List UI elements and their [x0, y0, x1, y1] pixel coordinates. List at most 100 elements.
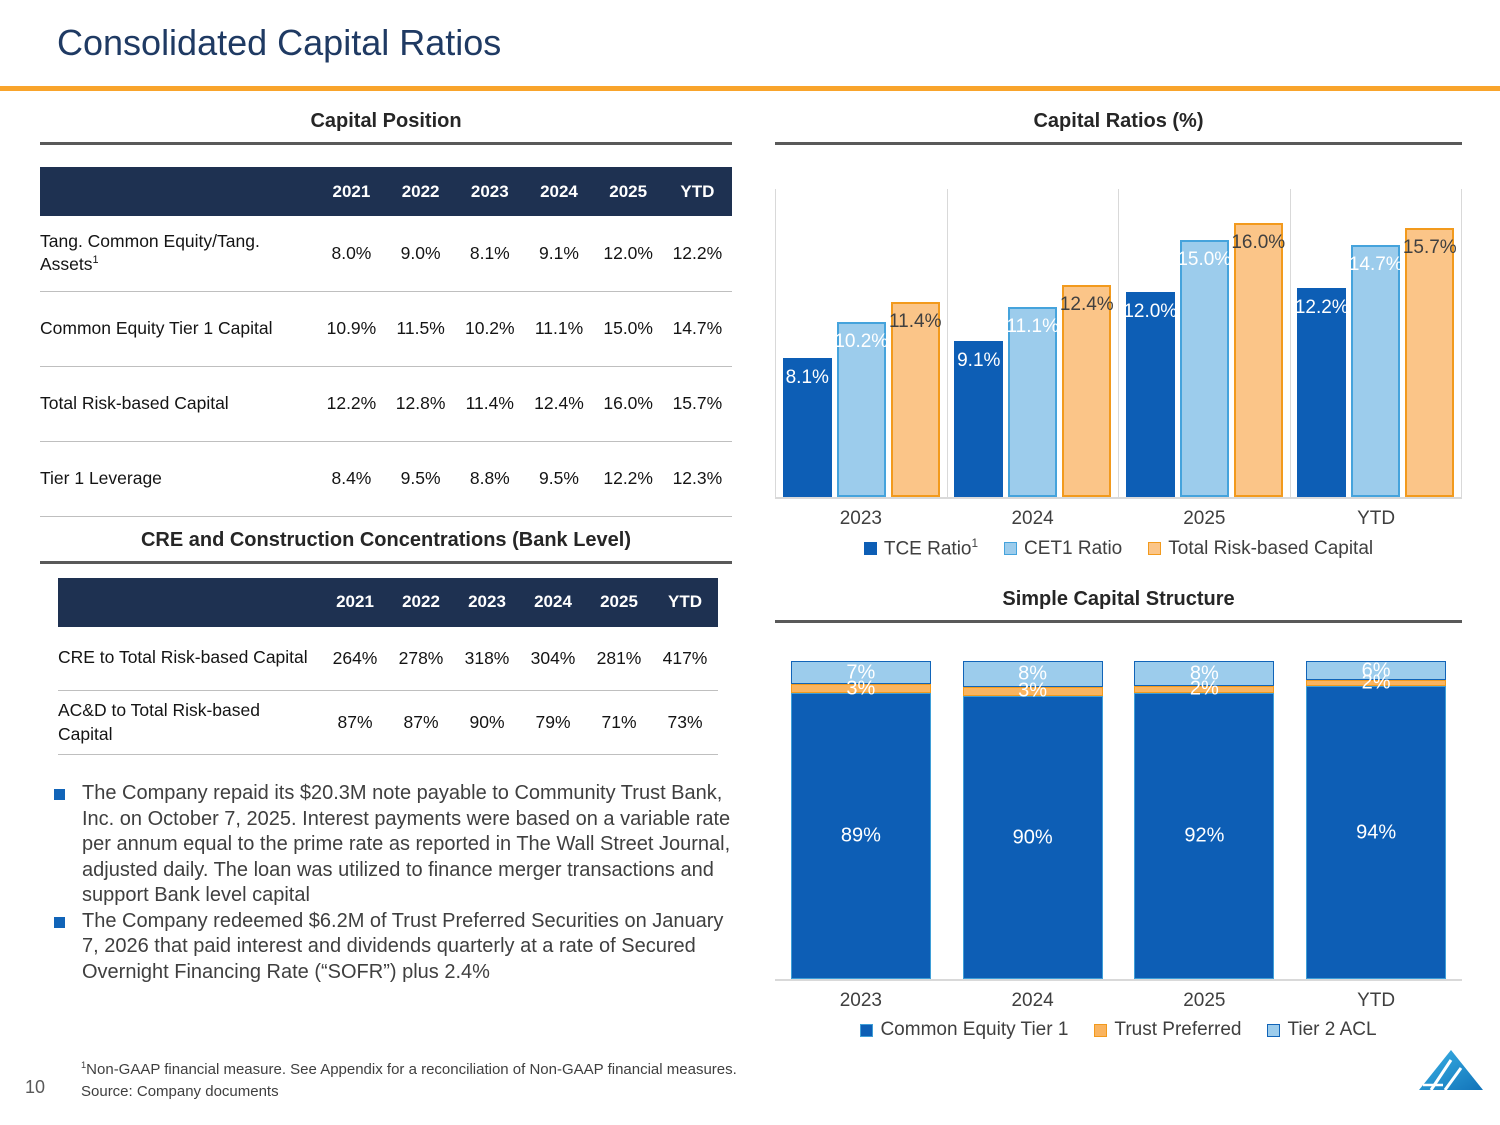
bar-segment: 92% — [1134, 692, 1275, 980]
table-row: Tang. Common Equity/Tang. Assets1 8.0% 9.0… — [40, 216, 732, 292]
bar-value-label: 15.7% — [1402, 237, 1457, 259]
x-axis-label: 2023 — [839, 990, 883, 1012]
table-row: CRE to Total Risk-based Capital 264% 278% 3… — [58, 626, 718, 691]
footnote-line: 1Non-GAAP financial measure. See Appendi… — [81, 1059, 737, 1081]
column-header: YTD — [652, 577, 718, 627]
column-header: 2024 — [520, 577, 586, 627]
column-header: 2024 — [524, 167, 594, 216]
bar-value-label: 12.4% — [1059, 293, 1114, 315]
capital-structure-chart-title: Simple Capital Structure — [1002, 588, 1235, 611]
value-cell: 12.2% — [593, 441, 663, 517]
bar-value-label: 15.0% — [1177, 249, 1232, 271]
capital-position-table: 2021 2022 2023 2024 2025 YTD Tang. Common Equi… — [40, 167, 732, 517]
stacked-bar: 7% 3% 89% — [790, 661, 931, 980]
value-cell: 417% — [652, 626, 718, 691]
column-header: 2022 — [386, 167, 456, 216]
bar: 15.0% — [1177, 240, 1232, 497]
x-axis-labels: 2023 2024 2025 YTD — [775, 990, 1462, 1012]
value-cell: 87% — [388, 690, 454, 755]
row-label: Total Risk-based Capital — [40, 366, 317, 442]
bar: 8.1% — [782, 358, 832, 497]
bullet-square-icon — [54, 789, 65, 800]
bar-value-label: 11.1% — [1006, 316, 1059, 338]
value-cell: 71% — [586, 690, 652, 755]
bar-segment: 3% — [962, 680, 1103, 702]
source-line: Source: Company documents — [81, 1082, 279, 1100]
column-header: 2023 — [455, 167, 525, 216]
value-cell: 14.7% — [662, 291, 732, 367]
legend-swatch-icon — [860, 1023, 874, 1037]
legend-item: Total Risk-based Capital — [1148, 538, 1373, 560]
bar-value-label: 12.0% — [1123, 300, 1178, 322]
column-header: 2025 — [586, 577, 652, 627]
accent-divider — [0, 86, 1500, 91]
segment-value-label: 3% — [1018, 679, 1048, 702]
chart-legend: Common Equity Tier 1 Trust Preferred Tier … — [775, 1019, 1462, 1041]
bar: 11.1% — [1006, 307, 1059, 497]
company-logo-icon — [1419, 1050, 1483, 1091]
x-axis-label: 2025 — [1183, 508, 1226, 529]
bullet-text: The Company repaid its $20.3M note payab… — [82, 782, 731, 906]
bar-segment: 90% — [962, 695, 1103, 980]
bar-value-label: 11.4% — [889, 310, 942, 332]
value-cell: 264% — [322, 626, 388, 691]
bar: 12.0% — [1123, 291, 1178, 497]
stacked-bar: 8% 2% 92% — [1134, 661, 1275, 980]
value-cell: 12.3% — [662, 441, 732, 517]
x-axis-label: 2024 — [1011, 508, 1054, 529]
segment-value-label: 2% — [1189, 677, 1219, 700]
column-header: 2021 — [322, 577, 388, 627]
bar-segment: 7% — [790, 661, 931, 684]
x-axis-label: 2024 — [1011, 990, 1054, 1012]
stacked-bar-plot: 7% 3% 89% 8% 3% 90% 8% 2% 92% 6% 2% 94% — [775, 659, 1462, 982]
row-label: Tang. Common Equity/Tang. Assets1 — [40, 216, 317, 292]
chart-group: 9.1% 11.1% 12.4% — [946, 189, 1119, 497]
cre-title: CRE and Construction Concentrations (Ban… — [140, 528, 632, 551]
bar-segment: 3% — [790, 677, 931, 699]
section-rule — [40, 560, 732, 564]
bar-value-label: 10.2% — [834, 331, 889, 353]
value-cell: 12.4% — [524, 366, 594, 442]
value-cell: 87% — [322, 690, 388, 755]
table-body: CRE to Total Risk-based Capital 264% 278% 3… — [58, 626, 718, 755]
segment-value-label: 8% — [1018, 662, 1048, 685]
bar-segment: 8% — [1134, 661, 1275, 687]
row-label: Common Equity Tier 1 Capital — [40, 291, 317, 367]
legend-label: Tier 2 ACL — [1287, 1019, 1377, 1041]
bar: 15.7% — [1402, 228, 1457, 497]
x-axis-label: 2023 — [839, 508, 883, 529]
value-cell: 8.1% — [455, 216, 525, 292]
value-cell: 9.5% — [386, 441, 456, 517]
stacked-bar: 8% 3% 90% — [962, 661, 1103, 980]
cre-table: 2021 2022 2023 2024 2025 YTD CRE to Total Risk… — [58, 577, 718, 755]
bar: 14.7% — [1348, 245, 1403, 497]
legend-swatch-icon — [1267, 1023, 1281, 1037]
bar-value-label: 14.7% — [1348, 254, 1403, 276]
segment-value-label: 8% — [1189, 662, 1219, 685]
bar-segment: 2% — [1306, 672, 1447, 694]
legend-label: TCE Ratio1 — [883, 537, 979, 560]
capital-structure-chart: 7% 3% 89% 8% 3% 90% 8% 2% 92% 6% 2% 94% 2023 2024 202… — [775, 659, 1462, 1041]
legend-label: CET1 Ratio — [1024, 537, 1123, 559]
bar-value-label: 8.1% — [785, 367, 829, 389]
footnote-text: Non-GAAP financial measure. See Appendix… — [86, 1061, 737, 1078]
value-cell: 8.8% — [455, 441, 525, 517]
legend-item: TCE Ratio1 — [863, 537, 979, 560]
legend-superscript: 1 — [971, 537, 979, 550]
bar-value-label: 9.1% — [957, 350, 1001, 372]
value-cell: 12.2% — [662, 216, 732, 292]
value-cell: 9.1% — [524, 216, 594, 292]
value-cell: 16.0% — [593, 366, 663, 442]
value-cell: 281% — [586, 626, 652, 691]
legend-swatch-icon — [1094, 1023, 1108, 1037]
bar-value-label: 12.2% — [1294, 297, 1349, 319]
value-cell: 12.8% — [386, 366, 456, 442]
segment-value-label: 89% — [840, 824, 881, 847]
value-cell: 11.5% — [386, 291, 456, 367]
table-head: 2021 2022 2023 2024 2025 YTD — [58, 577, 718, 627]
right-column: Capital Ratios (%) 8.1% 10.2% 11.4% 9.1% 11.… — [775, 98, 1462, 1041]
value-cell: 10.2% — [455, 291, 525, 367]
chart-group: 8% 2% 92% — [1119, 661, 1291, 980]
section-rule — [40, 142, 732, 145]
